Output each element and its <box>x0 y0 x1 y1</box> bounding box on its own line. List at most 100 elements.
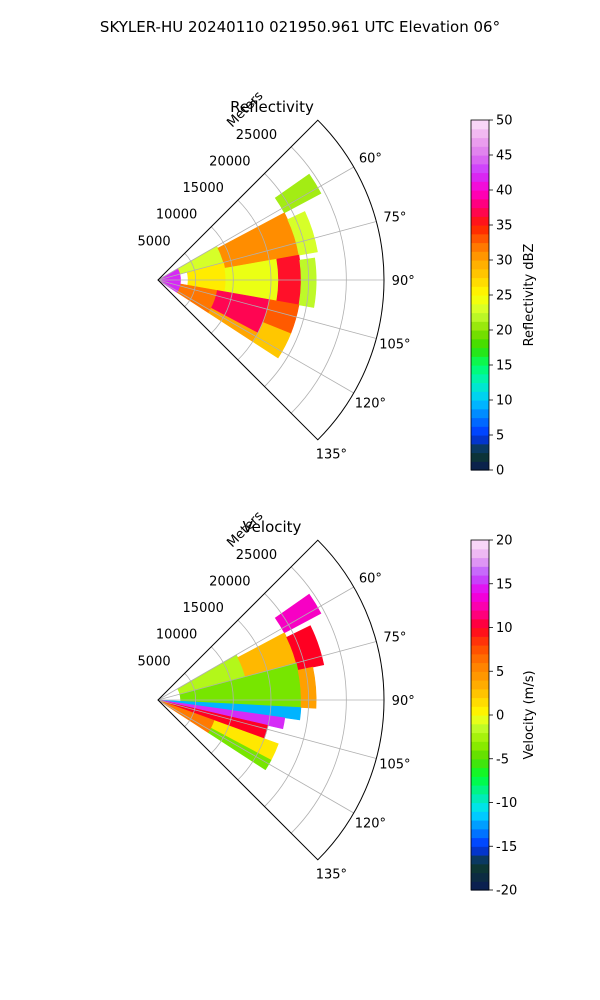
colorbar-tick-label: 5 <box>496 665 504 680</box>
radial-tick-label: 10000 <box>156 208 197 223</box>
colorbar-segment <box>471 225 489 235</box>
radial-tick-label: 15000 <box>183 181 224 196</box>
colorbar-tick-label: 50 <box>496 114 513 129</box>
sector-frame <box>157 539 385 861</box>
colorbar-segment <box>471 767 489 777</box>
colorbar-segment <box>471 207 489 217</box>
radar-cell <box>274 593 322 634</box>
azimuth-tick-label: 60° <box>359 571 382 586</box>
colorbar-segment <box>471 846 489 856</box>
colorbar-segment <box>471 855 489 865</box>
colorbar-segment <box>471 758 489 769</box>
colorbar-segment <box>471 268 489 279</box>
azimuth-gridline <box>157 279 354 394</box>
azimuth-tick-label: 135° <box>316 447 347 462</box>
colorbar-tick-label: -5 <box>496 752 509 767</box>
radial-tick-label: 10000 <box>156 628 197 643</box>
colorbar-segment <box>471 627 489 637</box>
colorbar-segment <box>471 461 489 471</box>
radial-tick-label: 20000 <box>209 574 250 589</box>
azimuth-tick-label: 120° <box>355 397 386 412</box>
colorbar-segment <box>471 653 489 664</box>
colorbar-segment <box>471 137 489 147</box>
colorbar-segment <box>471 706 489 716</box>
colorbar-segment <box>471 216 489 226</box>
colorbar-segment <box>471 811 489 821</box>
azimuth-tick-label: 105° <box>379 337 410 352</box>
colorbar-segment <box>471 750 489 760</box>
colorbar-segment <box>471 715 489 725</box>
reflectivity-panel: 60° 75° 90° 105° 120° 135° 5000 10000 15000 20000… <box>138 89 537 479</box>
colorbar-segment <box>471 645 489 655</box>
colorbar-segment <box>471 802 489 812</box>
azimuth-tick-label: 120° <box>355 817 386 832</box>
colorbar-segment <box>471 417 489 427</box>
velocity-panel: 60° 75° 90° 105° 120° 135° 5000 10000 15000 20000… <box>138 509 537 899</box>
colorbar-segment <box>471 601 489 611</box>
sector-frame <box>157 119 385 441</box>
colorbar: 0 5 10 15 20 25 30 35 40 45 50 Reflectivity dBZ <box>470 114 537 479</box>
colorbar-segment <box>471 146 489 156</box>
colorbar-segment <box>471 181 489 191</box>
azimuth-gridline <box>157 699 354 814</box>
colorbar-segment <box>471 610 489 620</box>
colorbar-segment <box>471 242 489 252</box>
colorbar-segment <box>471 356 489 366</box>
colorbar-segment <box>471 592 489 602</box>
colorbar-tick-label: 30 <box>496 254 513 269</box>
colorbar-segment <box>471 163 489 174</box>
colorbar-segment <box>471 128 489 139</box>
colorbar-segment <box>471 540 489 550</box>
radial-tick-label: 20000 <box>209 154 250 169</box>
colorbar-segment <box>471 408 489 419</box>
colorbar-segment <box>471 347 489 357</box>
colorbar-segment <box>471 233 489 244</box>
colorbar-segment <box>471 548 489 559</box>
colorbar-tick-label: 45 <box>496 149 513 164</box>
colorbar-segment <box>471 373 489 384</box>
colorbar-segment <box>471 382 489 392</box>
colorbar-segment <box>471 872 489 882</box>
colorbar-segment <box>471 198 489 209</box>
colorbar-segment <box>471 837 489 847</box>
radar-cell <box>157 268 181 293</box>
colorbar-segment <box>471 277 489 287</box>
colorbar-segment <box>471 636 489 646</box>
colorbar-tick-label: 0 <box>496 709 504 724</box>
azimuth-gridline <box>157 279 377 339</box>
colorbar-segment <box>471 443 489 454</box>
colorbar-segment <box>471 557 489 567</box>
azimuth-gridline <box>157 699 377 759</box>
colorbar-segment <box>471 618 489 629</box>
colorbar-segment <box>471 303 489 314</box>
colorbar-tick-label: 15 <box>496 359 513 374</box>
azimuth-tick-label: 60° <box>359 151 382 166</box>
colorbar-segment <box>471 583 489 594</box>
radial-tick-label: 15000 <box>183 601 224 616</box>
panel-title: Reflectivity <box>230 98 314 116</box>
figure-title: SKYLER-HU 20240110 021950.961 UTC Elevat… <box>100 18 500 36</box>
colorbar-segment <box>471 295 489 305</box>
polar-grid <box>157 146 384 414</box>
radar-cell <box>274 173 322 214</box>
azimuth-tick-label: 75° <box>383 631 406 646</box>
colorbar-segment <box>471 321 489 331</box>
colorbar-segment <box>471 776 489 786</box>
colorbar-segment <box>471 671 489 681</box>
colorbar-segment <box>471 312 489 322</box>
colorbar-segment <box>471 820 489 830</box>
colorbar-segment <box>471 828 489 839</box>
colorbar-segment <box>471 688 489 699</box>
colorbar-tick-label: 10 <box>496 621 513 636</box>
colorbar-segment <box>471 680 489 690</box>
polar-grid <box>157 566 384 834</box>
radial-tick-label: 25000 <box>236 548 277 563</box>
colorbar: -20 -15 -10 -5 0 5 10 15 20 Velocity (m/s) <box>470 534 537 899</box>
colorbar-segment <box>471 391 489 401</box>
colorbar-segment <box>471 426 489 436</box>
colorbar-segment <box>471 697 489 707</box>
colorbar-tick-label: -15 <box>496 840 517 855</box>
radial-tick-label: 5000 <box>138 234 171 249</box>
azimuth-tick-label: 75° <box>383 211 406 226</box>
panel-title: Velocity <box>243 518 302 536</box>
